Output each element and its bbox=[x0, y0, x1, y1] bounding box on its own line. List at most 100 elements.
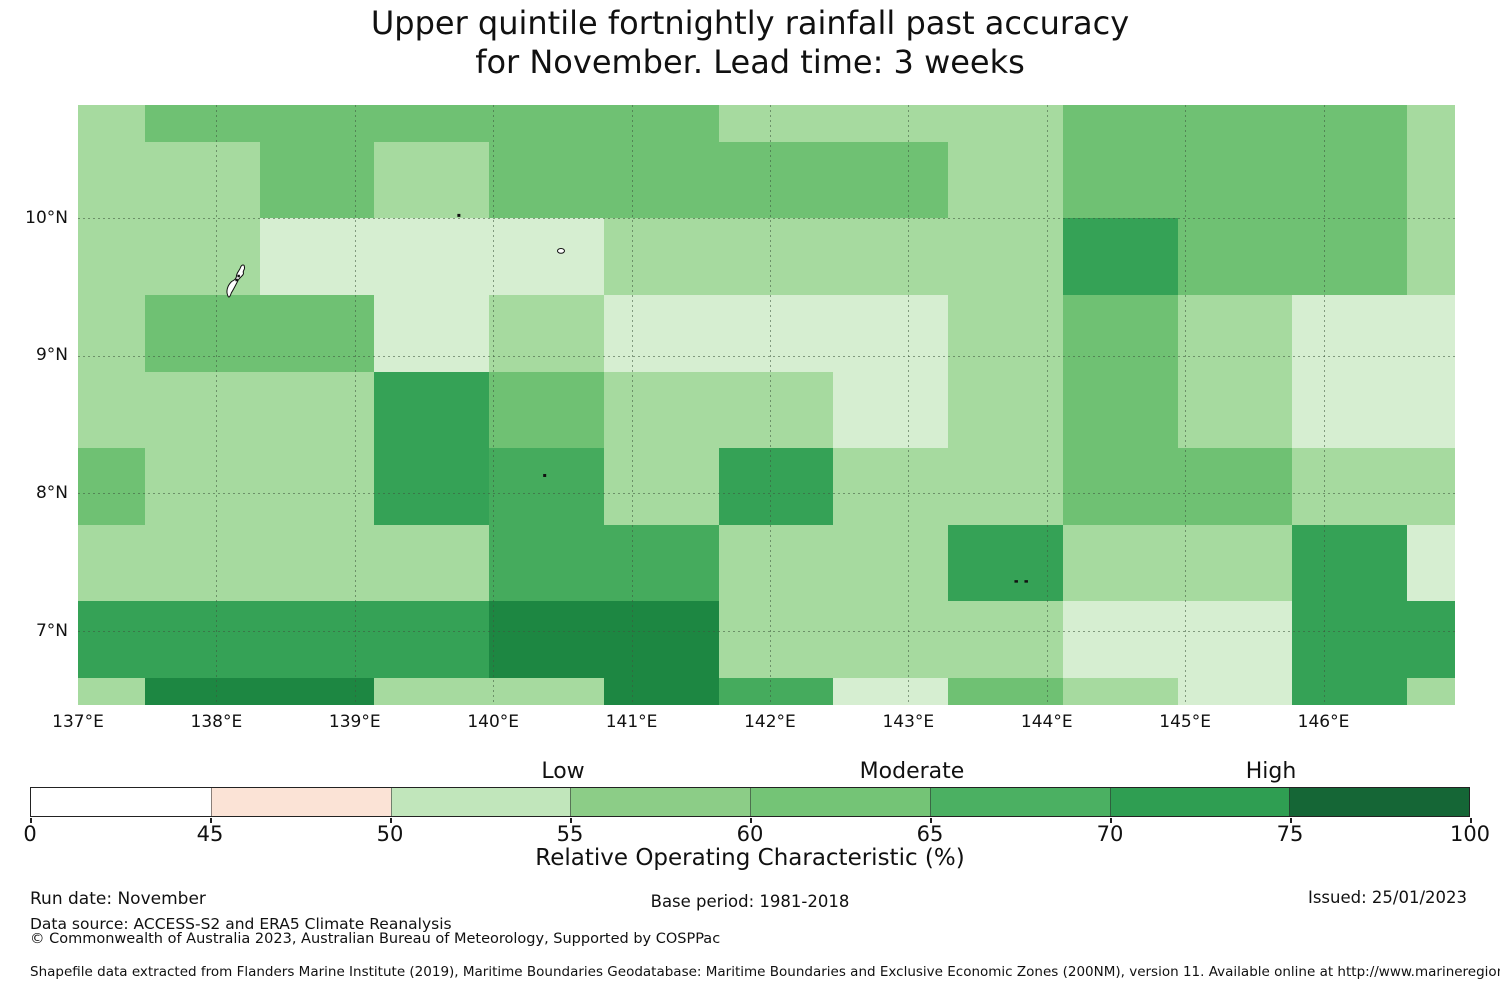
heatmap-cell bbox=[833, 601, 948, 678]
heatmap-cell bbox=[948, 142, 1063, 218]
heatmap-cell bbox=[1292, 678, 1407, 705]
heatmap-cell bbox=[1407, 448, 1455, 525]
heatmap-cell bbox=[489, 295, 604, 372]
heatmap-cell bbox=[78, 218, 145, 295]
heatmap-cell bbox=[833, 218, 948, 295]
heatmap-cell bbox=[604, 601, 719, 678]
heatmap-cell bbox=[1063, 448, 1178, 525]
heatmap-cell bbox=[1292, 448, 1407, 525]
colorbar-segment bbox=[390, 788, 571, 816]
island-speck bbox=[237, 274, 240, 278]
heatmap-cell bbox=[489, 601, 604, 678]
heatmap-cell bbox=[145, 142, 260, 218]
heatmap-cell bbox=[78, 105, 145, 142]
colorbar-tick-label: 60 bbox=[736, 822, 764, 846]
heatmap-cell bbox=[374, 105, 489, 142]
copyright-text: © Commonwealth of Australia 2023, Austra… bbox=[30, 931, 721, 947]
heatmap-cell bbox=[833, 105, 948, 142]
heatmap-cell bbox=[1292, 142, 1407, 218]
heatmap-cell bbox=[78, 448, 145, 525]
islet-mark bbox=[543, 473, 547, 477]
heatmap-cell bbox=[719, 105, 833, 142]
x-tick-label: 138°E bbox=[190, 712, 243, 732]
heatmap-cell bbox=[1178, 142, 1292, 218]
x-tick-label: 139°E bbox=[328, 712, 381, 732]
heatmap-cell bbox=[78, 372, 145, 448]
heatmap-cell bbox=[1292, 525, 1407, 601]
heatmap-cell bbox=[948, 105, 1063, 142]
heatmap-cell bbox=[145, 105, 260, 142]
islet-pair bbox=[1014, 580, 1018, 583]
y-tick-label: 10°N bbox=[25, 207, 68, 228]
data-source-text: Data source: ACCESS-S2 and ERA5 Climate … bbox=[30, 915, 452, 933]
chart-title-line2: for November. Lead time: 3 weeks bbox=[475, 43, 1025, 81]
heatmap-cell bbox=[145, 601, 260, 678]
graticule-meridian bbox=[1046, 105, 1048, 705]
heatmap-cell bbox=[833, 142, 948, 218]
heatmap-cell bbox=[1292, 218, 1407, 295]
heatmap-cell bbox=[1063, 372, 1178, 448]
heatmap-cell bbox=[833, 678, 948, 705]
graticule-meridian bbox=[1185, 105, 1187, 705]
heatmap-cell bbox=[1407, 525, 1455, 601]
heatmap-cell bbox=[604, 142, 719, 218]
heatmap-cell bbox=[145, 525, 260, 601]
heatmap-cell bbox=[1407, 372, 1455, 448]
heatmap-cell bbox=[145, 295, 260, 372]
graticule-meridian bbox=[631, 105, 633, 705]
heatmap-cell bbox=[374, 448, 489, 525]
colorbar-tickmark bbox=[1470, 818, 1472, 823]
colorbar-tickmark bbox=[930, 818, 932, 823]
graticule-meridian bbox=[1323, 105, 1325, 705]
heatmap-cell bbox=[1407, 105, 1455, 142]
colorbar-tick-label: 75 bbox=[1276, 822, 1304, 846]
heatmap-cell bbox=[489, 218, 604, 295]
base-period-text: Base period: 1981-2018 bbox=[650, 892, 850, 911]
heatmap-cell bbox=[1292, 105, 1407, 142]
heatmap-cell bbox=[948, 218, 1063, 295]
y-tick-label: 9°N bbox=[35, 345, 68, 366]
shapefile-note-text: Shapefile data extracted from Flanders M… bbox=[30, 964, 1500, 980]
x-tick-label: 146°E bbox=[1297, 712, 1350, 732]
heatmap-cell bbox=[374, 601, 489, 678]
heatmap-cell bbox=[1063, 678, 1178, 705]
heatmap-cell bbox=[604, 105, 719, 142]
heatmap-cell bbox=[719, 448, 833, 525]
colorbar-tickmark bbox=[30, 818, 32, 823]
heatmap-cell bbox=[489, 372, 604, 448]
heatmap-cell bbox=[1063, 295, 1178, 372]
x-tick-label: 143°E bbox=[882, 712, 935, 732]
colorbar-tickmark bbox=[390, 818, 392, 823]
colorbar-tick-label: 45 bbox=[196, 822, 224, 846]
graticule-meridian bbox=[493, 105, 495, 705]
graticule-meridian bbox=[216, 105, 218, 705]
graticule-parallel bbox=[78, 217, 1455, 219]
heatmap-cell bbox=[78, 525, 145, 601]
heatmap-cell bbox=[1178, 678, 1292, 705]
heatmap-cell bbox=[145, 448, 260, 525]
x-tick-label: 142°E bbox=[744, 712, 796, 732]
heatmap-cell bbox=[1407, 218, 1455, 295]
graticule-meridian bbox=[354, 105, 356, 705]
colorbar-segment bbox=[1109, 788, 1290, 816]
graticule-parallel bbox=[78, 493, 1455, 495]
heatmap-cell bbox=[78, 142, 145, 218]
heatmap-cell bbox=[1178, 372, 1292, 448]
heatmap-cell bbox=[374, 372, 489, 448]
y-tick-label: 7°N bbox=[35, 620, 68, 641]
x-tick-label: 141°E bbox=[605, 712, 658, 732]
graticule-meridian bbox=[908, 105, 910, 705]
heatmap-cell bbox=[604, 372, 719, 448]
heatmap-cell bbox=[1407, 295, 1455, 372]
heatmap-cell bbox=[604, 448, 719, 525]
heatmap-cell bbox=[948, 678, 1063, 705]
heatmap-cell bbox=[78, 601, 145, 678]
heatmap-cell bbox=[374, 218, 489, 295]
colorbar-segment bbox=[750, 788, 930, 816]
colorbar-segment bbox=[570, 788, 750, 816]
heatmap-cell bbox=[719, 218, 833, 295]
heatmap-cell bbox=[1178, 105, 1292, 142]
heatmap-cell bbox=[1178, 295, 1292, 372]
heatmap-cell bbox=[489, 448, 604, 525]
